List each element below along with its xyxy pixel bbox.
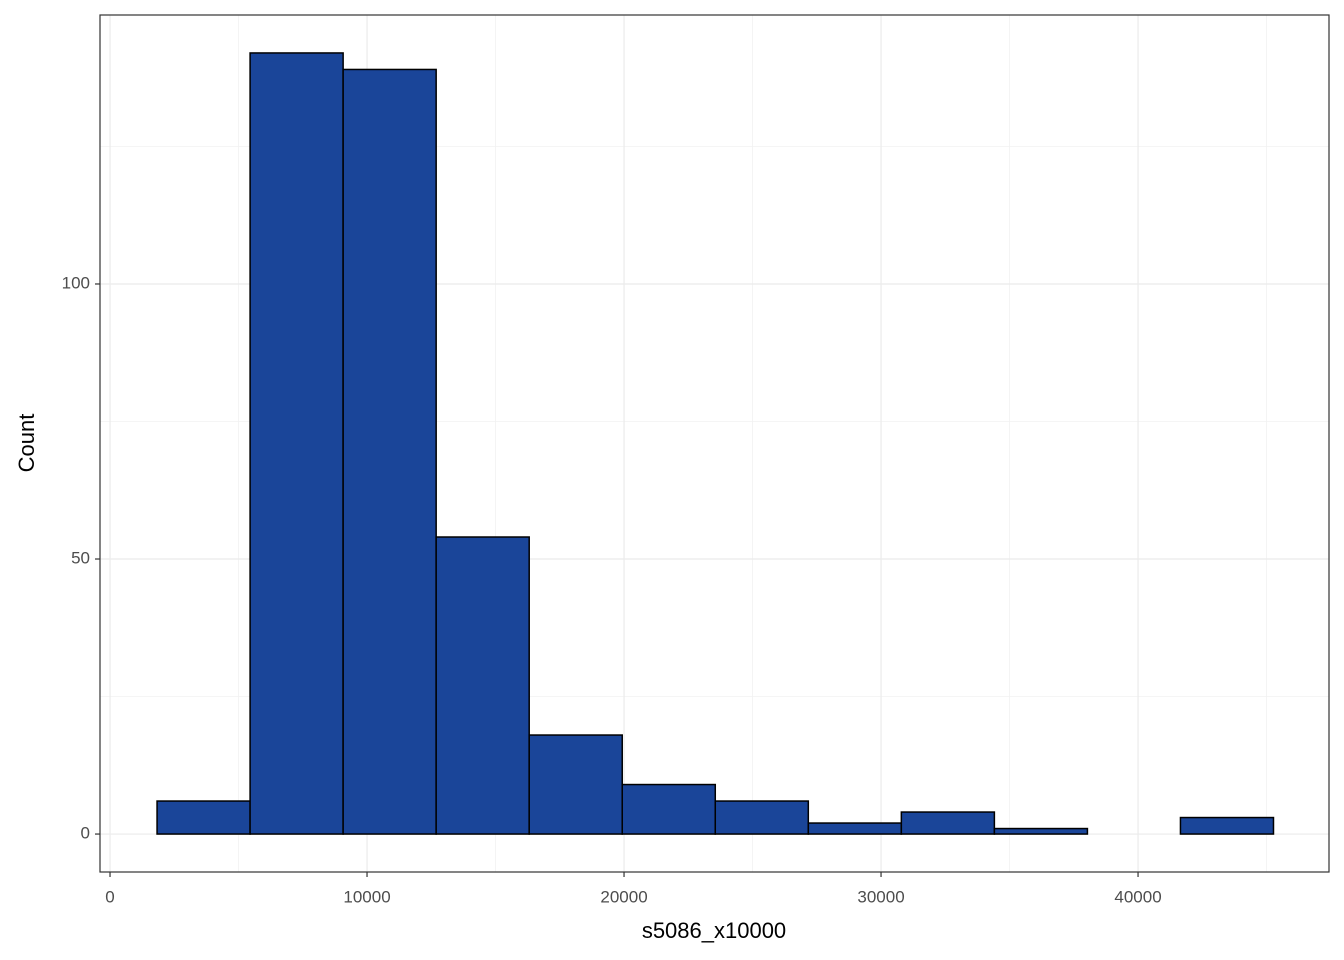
bar <box>249 52 344 835</box>
bar <box>714 800 810 835</box>
bar <box>993 827 1089 835</box>
x-axis-title: s5086_x10000 <box>642 918 786 943</box>
panel-border <box>99 14 1330 873</box>
y-tick-label: 50 <box>71 548 90 567</box>
x-tick-label: 20000 <box>600 887 647 906</box>
bar <box>156 800 251 835</box>
x-tick-label: 30000 <box>857 887 904 906</box>
bar <box>435 536 530 835</box>
y-tick-label: 100 <box>62 273 90 292</box>
bar <box>342 68 437 835</box>
bar <box>621 783 717 835</box>
y-tick-label: 0 <box>81 824 90 843</box>
x-tick-label: 0 <box>105 887 114 906</box>
bar <box>1179 816 1275 835</box>
x-tick-label: 40000 <box>1114 887 1161 906</box>
x-tick-label: 10000 <box>343 887 390 906</box>
bar <box>528 734 623 835</box>
bar <box>807 822 903 835</box>
bar <box>900 811 996 835</box>
y-axis-title: Count <box>14 414 39 473</box>
